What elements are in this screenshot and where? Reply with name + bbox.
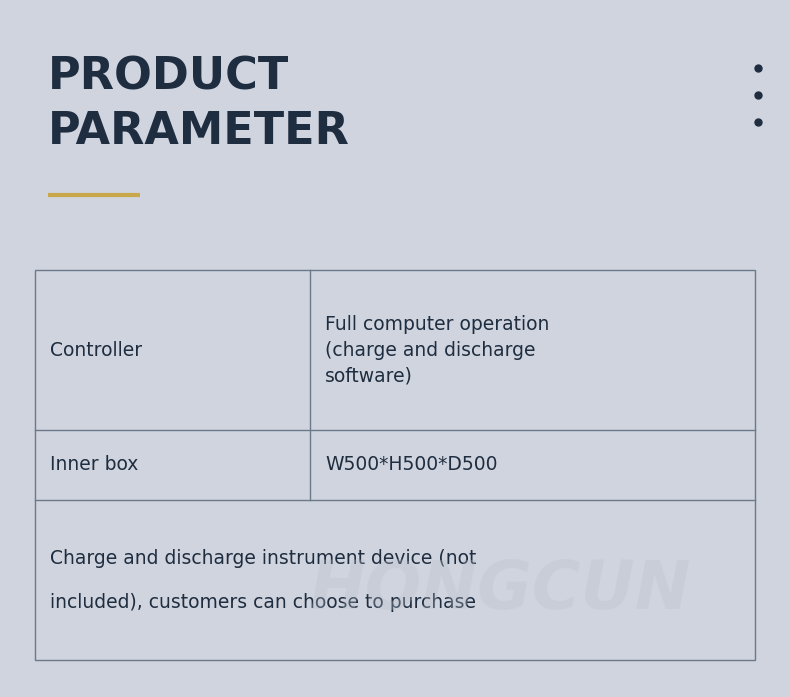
Text: PRODUCT: PRODUCT xyxy=(48,55,289,98)
Text: software): software) xyxy=(325,367,413,385)
Text: HONGCUN: HONGCUN xyxy=(309,557,690,623)
Text: (charge and discharge: (charge and discharge xyxy=(325,341,536,360)
Text: Inner box: Inner box xyxy=(50,456,138,475)
Text: Controller: Controller xyxy=(50,341,142,360)
Text: Charge and discharge instrument device (not: Charge and discharge instrument device (… xyxy=(50,549,476,567)
Text: included), customers can choose to purchase: included), customers can choose to purch… xyxy=(50,592,476,611)
Text: W500*H500*D500: W500*H500*D500 xyxy=(325,456,498,475)
Bar xyxy=(35,270,755,660)
Text: Full computer operation: Full computer operation xyxy=(325,314,549,333)
Text: PARAMETER: PARAMETER xyxy=(48,110,350,153)
